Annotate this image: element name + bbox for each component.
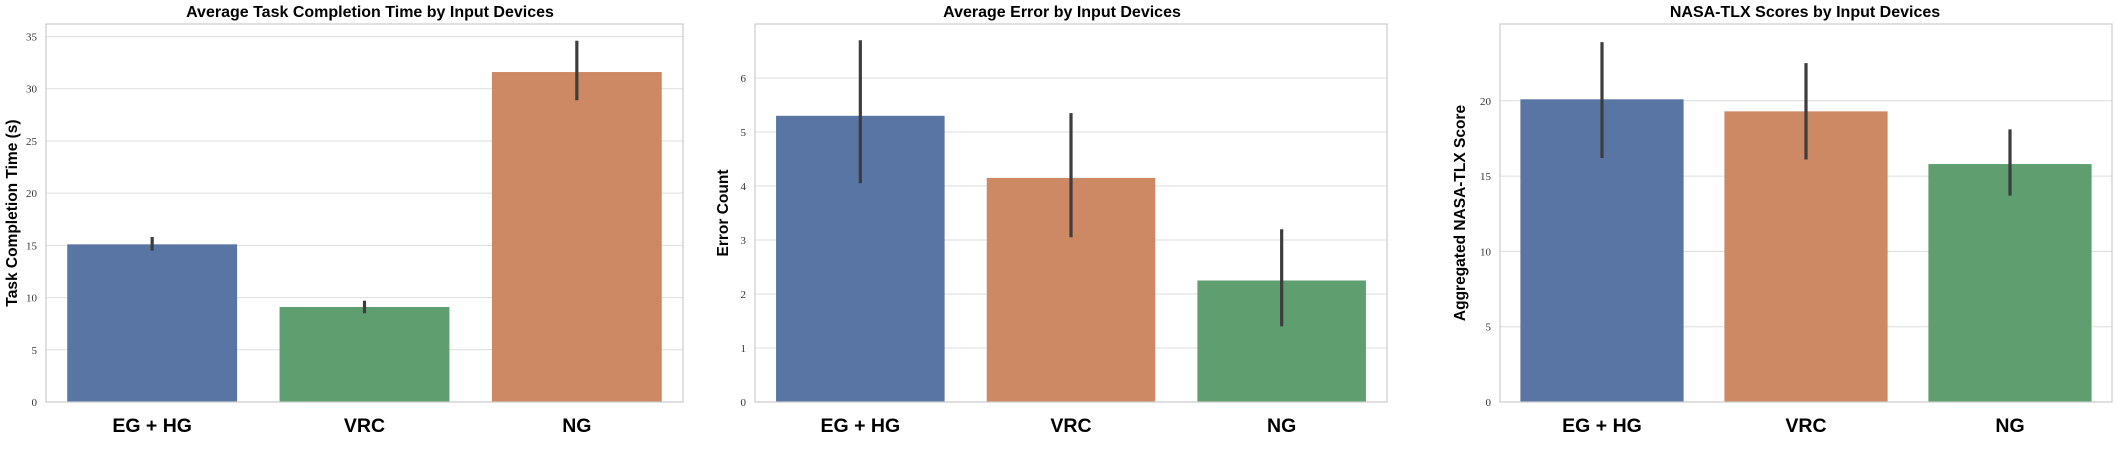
x-tick-label: VRC <box>1785 415 1826 437</box>
x-tick-label: EG + HG <box>1562 415 1642 437</box>
y-tick-label: 5 <box>1486 322 1492 334</box>
y-tick-label: 25 <box>26 136 38 148</box>
chart-svg-0: 0 5 10 15 20 25 30 35 EG + HG VRC NG Average Task C… <box>4 4 684 437</box>
y-tick-label: 1 <box>741 343 747 355</box>
y-tick-label: 0 <box>741 397 747 409</box>
y-tick-label: 10 <box>1480 246 1492 258</box>
chart-completion-time: 0 5 10 15 20 25 30 35 EG + HG VRC NG Average Task C… <box>0 0 700 455</box>
y-tick-label: 2 <box>741 289 747 301</box>
chart-nasa-tlx: 0 5 10 15 20 EG + HG VRC NG NASA-TLX Scores by I… <box>1400 0 2116 455</box>
chart-title: NASA-TLX Scores by Input Devices <box>1670 4 1940 21</box>
chart-title: Average Error by Input Devices <box>943 4 1181 21</box>
y-axis-label: Aggregated NASA-TLX Score <box>1452 105 1469 322</box>
y-tick-label: 20 <box>1480 96 1492 108</box>
axes-frame <box>45 23 684 403</box>
y-tick-label: 3 <box>741 235 747 247</box>
x-tick-label: EG + HG <box>821 415 901 437</box>
bar <box>491 72 662 403</box>
chart-error-count: 0 1 2 3 4 5 6 EG + HG VRC NG Average Error by Inpu… <box>700 0 1400 455</box>
y-tick-label: 5 <box>741 127 747 139</box>
x-tick-label: VRC <box>344 415 385 437</box>
x-tick-label: NG <box>1995 415 2024 437</box>
y-tick-label: 4 <box>741 181 747 193</box>
y-axis-label: Task Completion Time (s) <box>4 119 21 306</box>
x-tick-label: VRC <box>1050 415 1091 437</box>
y-tick-label: 15 <box>26 240 38 252</box>
x-tick-label: NG <box>1267 415 1296 437</box>
chart-title: Average Task Completion Time by Input De… <box>186 4 554 21</box>
y-tick-label: 30 <box>26 84 38 96</box>
y-tick-label: 15 <box>1480 171 1492 183</box>
y-tick-label: 6 <box>741 73 747 85</box>
y-tick-label: 10 <box>26 293 38 305</box>
chart-svg-1: 0 1 2 3 4 5 6 EG + HG VRC NG Average Error by Inpu… <box>715 4 1388 437</box>
x-tick-label: EG + HG <box>112 415 192 437</box>
y-tick-label: 35 <box>26 32 38 44</box>
bar <box>1928 164 2092 402</box>
axes-frame <box>754 23 1388 403</box>
y-tick-label: 0 <box>1486 397 1492 409</box>
axes-frame <box>1499 23 2113 403</box>
y-tick-label: 5 <box>32 345 38 357</box>
bar <box>279 306 450 402</box>
y-tick-label: 0 <box>32 397 38 409</box>
bar <box>67 244 238 402</box>
bar <box>1724 111 1888 402</box>
y-tick-label: 20 <box>26 188 38 200</box>
x-tick-label: NG <box>562 415 591 437</box>
y-axis-label: Error Count <box>715 170 732 257</box>
chart-svg-2: 0 5 10 15 20 EG + HG VRC NG NASA-TLX Scores by I… <box>1452 4 2113 437</box>
